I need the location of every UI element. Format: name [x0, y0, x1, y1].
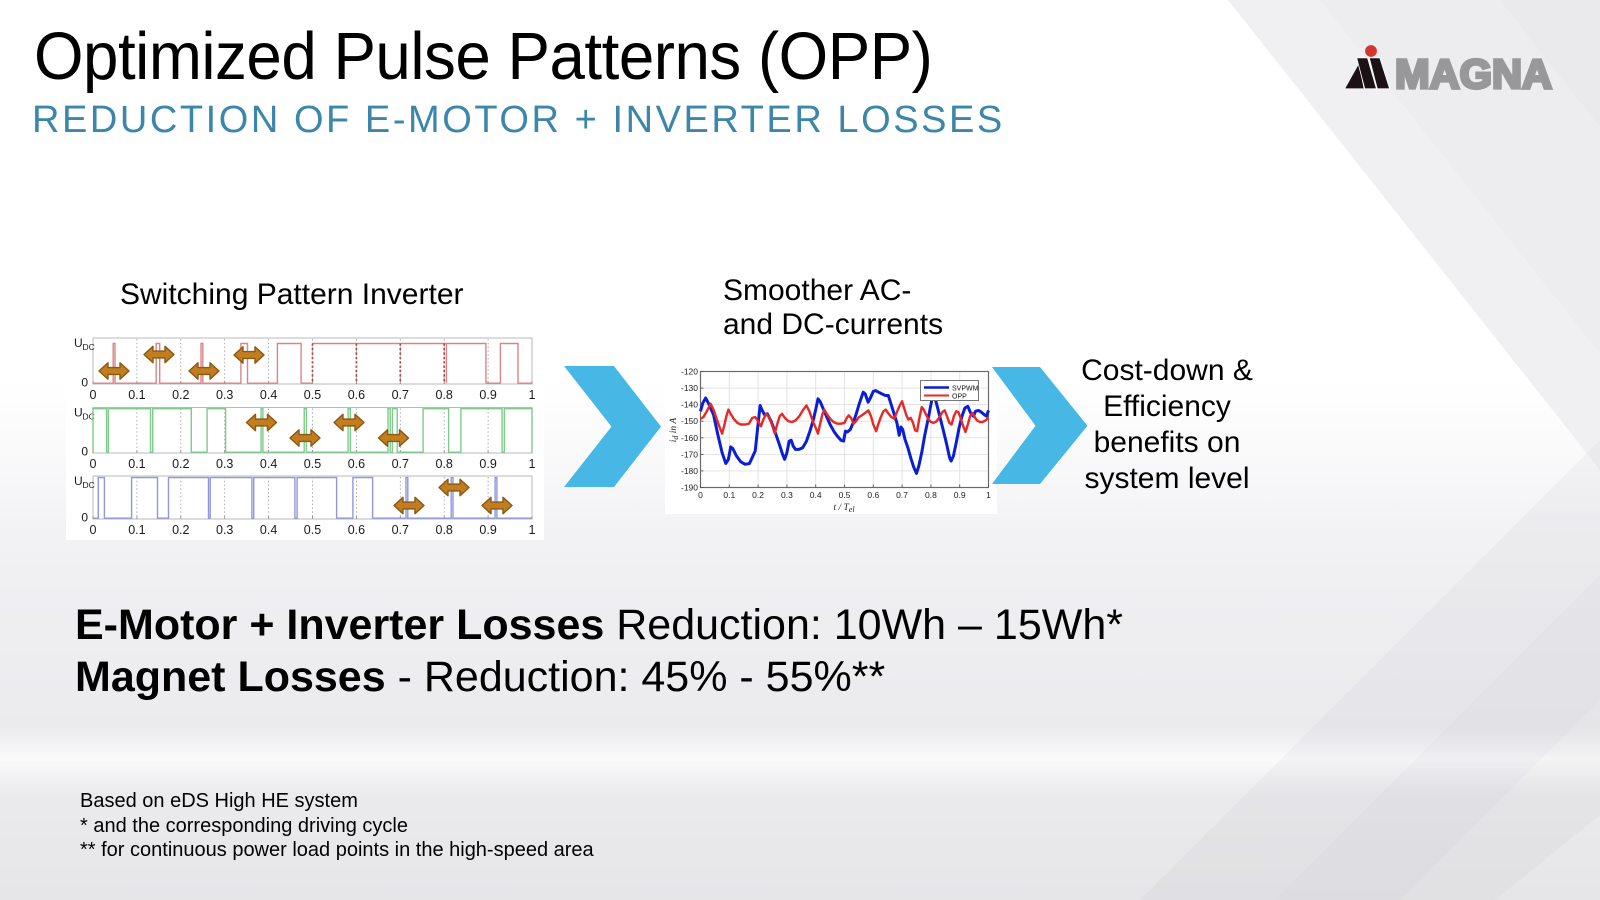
svg-text:0: 0 [81, 511, 88, 525]
svg-text:-130: -130 [681, 383, 698, 393]
svg-text:0.5: 0.5 [839, 490, 851, 500]
svg-text:0: 0 [90, 523, 97, 537]
svg-text:0.7: 0.7 [896, 490, 908, 500]
svg-text:0.8: 0.8 [436, 457, 453, 471]
svg-text:0.1: 0.1 [128, 457, 145, 471]
svg-text:0.8: 0.8 [436, 523, 453, 537]
svg-text:t / Tel: t / Tel [833, 503, 855, 514]
svg-text:SVPWM: SVPWM [952, 386, 979, 393]
svg-text:0.5: 0.5 [304, 388, 321, 402]
svg-text:1: 1 [986, 490, 991, 500]
svg-text:0.3: 0.3 [781, 490, 793, 500]
svg-text:0.6: 0.6 [348, 388, 365, 402]
svg-text:-170: -170 [681, 449, 698, 459]
svg-text:0.6: 0.6 [348, 523, 365, 537]
svg-text:0.9: 0.9 [954, 490, 966, 500]
svg-text:0.3: 0.3 [216, 457, 233, 471]
svg-text:0: 0 [81, 376, 88, 390]
svg-text:DC: DC [83, 342, 95, 352]
svg-text:0.9: 0.9 [479, 523, 496, 537]
svg-text:-180: -180 [681, 466, 698, 476]
svg-text:0.9: 0.9 [479, 457, 496, 471]
svg-text:0: 0 [90, 457, 97, 471]
svg-text:-150: -150 [681, 416, 698, 426]
svg-text:-140: -140 [681, 400, 698, 410]
svg-text:MAGNA: MAGNA [1395, 51, 1552, 97]
svg-text:0.7: 0.7 [392, 457, 409, 471]
svg-text:0.5: 0.5 [304, 523, 321, 537]
svg-text:0: 0 [81, 445, 88, 459]
svg-text:0.2: 0.2 [172, 457, 189, 471]
svg-text:1: 1 [529, 523, 536, 537]
svg-text:1: 1 [529, 457, 536, 471]
svg-text:0.2: 0.2 [172, 388, 189, 402]
svg-text:0.8: 0.8 [436, 388, 453, 402]
svg-text:0.1: 0.1 [128, 523, 145, 537]
svg-text:U: U [74, 336, 83, 350]
svg-text:-190: -190 [681, 483, 698, 493]
svg-text:0.1: 0.1 [723, 490, 735, 500]
svg-text:0.2: 0.2 [752, 490, 764, 500]
svg-text:0.7: 0.7 [392, 523, 409, 537]
svg-text:0.7: 0.7 [392, 388, 409, 402]
svg-text:0.8: 0.8 [925, 490, 937, 500]
svg-text:0.4: 0.4 [260, 523, 277, 537]
svg-text:0.3: 0.3 [216, 523, 233, 537]
svg-text:-160: -160 [681, 433, 698, 443]
svg-text:0.9: 0.9 [479, 388, 496, 402]
svg-text:0: 0 [90, 388, 97, 402]
svg-text:DC: DC [83, 480, 95, 490]
svg-text:1: 1 [529, 388, 536, 402]
svg-text:DC: DC [83, 412, 95, 422]
svg-text:0.1: 0.1 [128, 388, 145, 402]
svg-text:0.4: 0.4 [260, 388, 277, 402]
svg-text:U: U [74, 406, 83, 420]
svg-text:0: 0 [698, 490, 703, 500]
svg-text:0.4: 0.4 [810, 490, 822, 500]
svg-text:0.6: 0.6 [348, 457, 365, 471]
svg-text:0.5: 0.5 [304, 457, 321, 471]
svg-text:0.4: 0.4 [260, 457, 277, 471]
svg-text:0.6: 0.6 [867, 490, 879, 500]
svg-text:U: U [74, 474, 83, 488]
svg-text:-120: -120 [681, 367, 698, 377]
svg-text:0.2: 0.2 [172, 523, 189, 537]
svg-text:OPP: OPP [952, 394, 967, 401]
svg-text:0.3: 0.3 [216, 388, 233, 402]
svg-text:id in A: id in A [669, 418, 680, 443]
